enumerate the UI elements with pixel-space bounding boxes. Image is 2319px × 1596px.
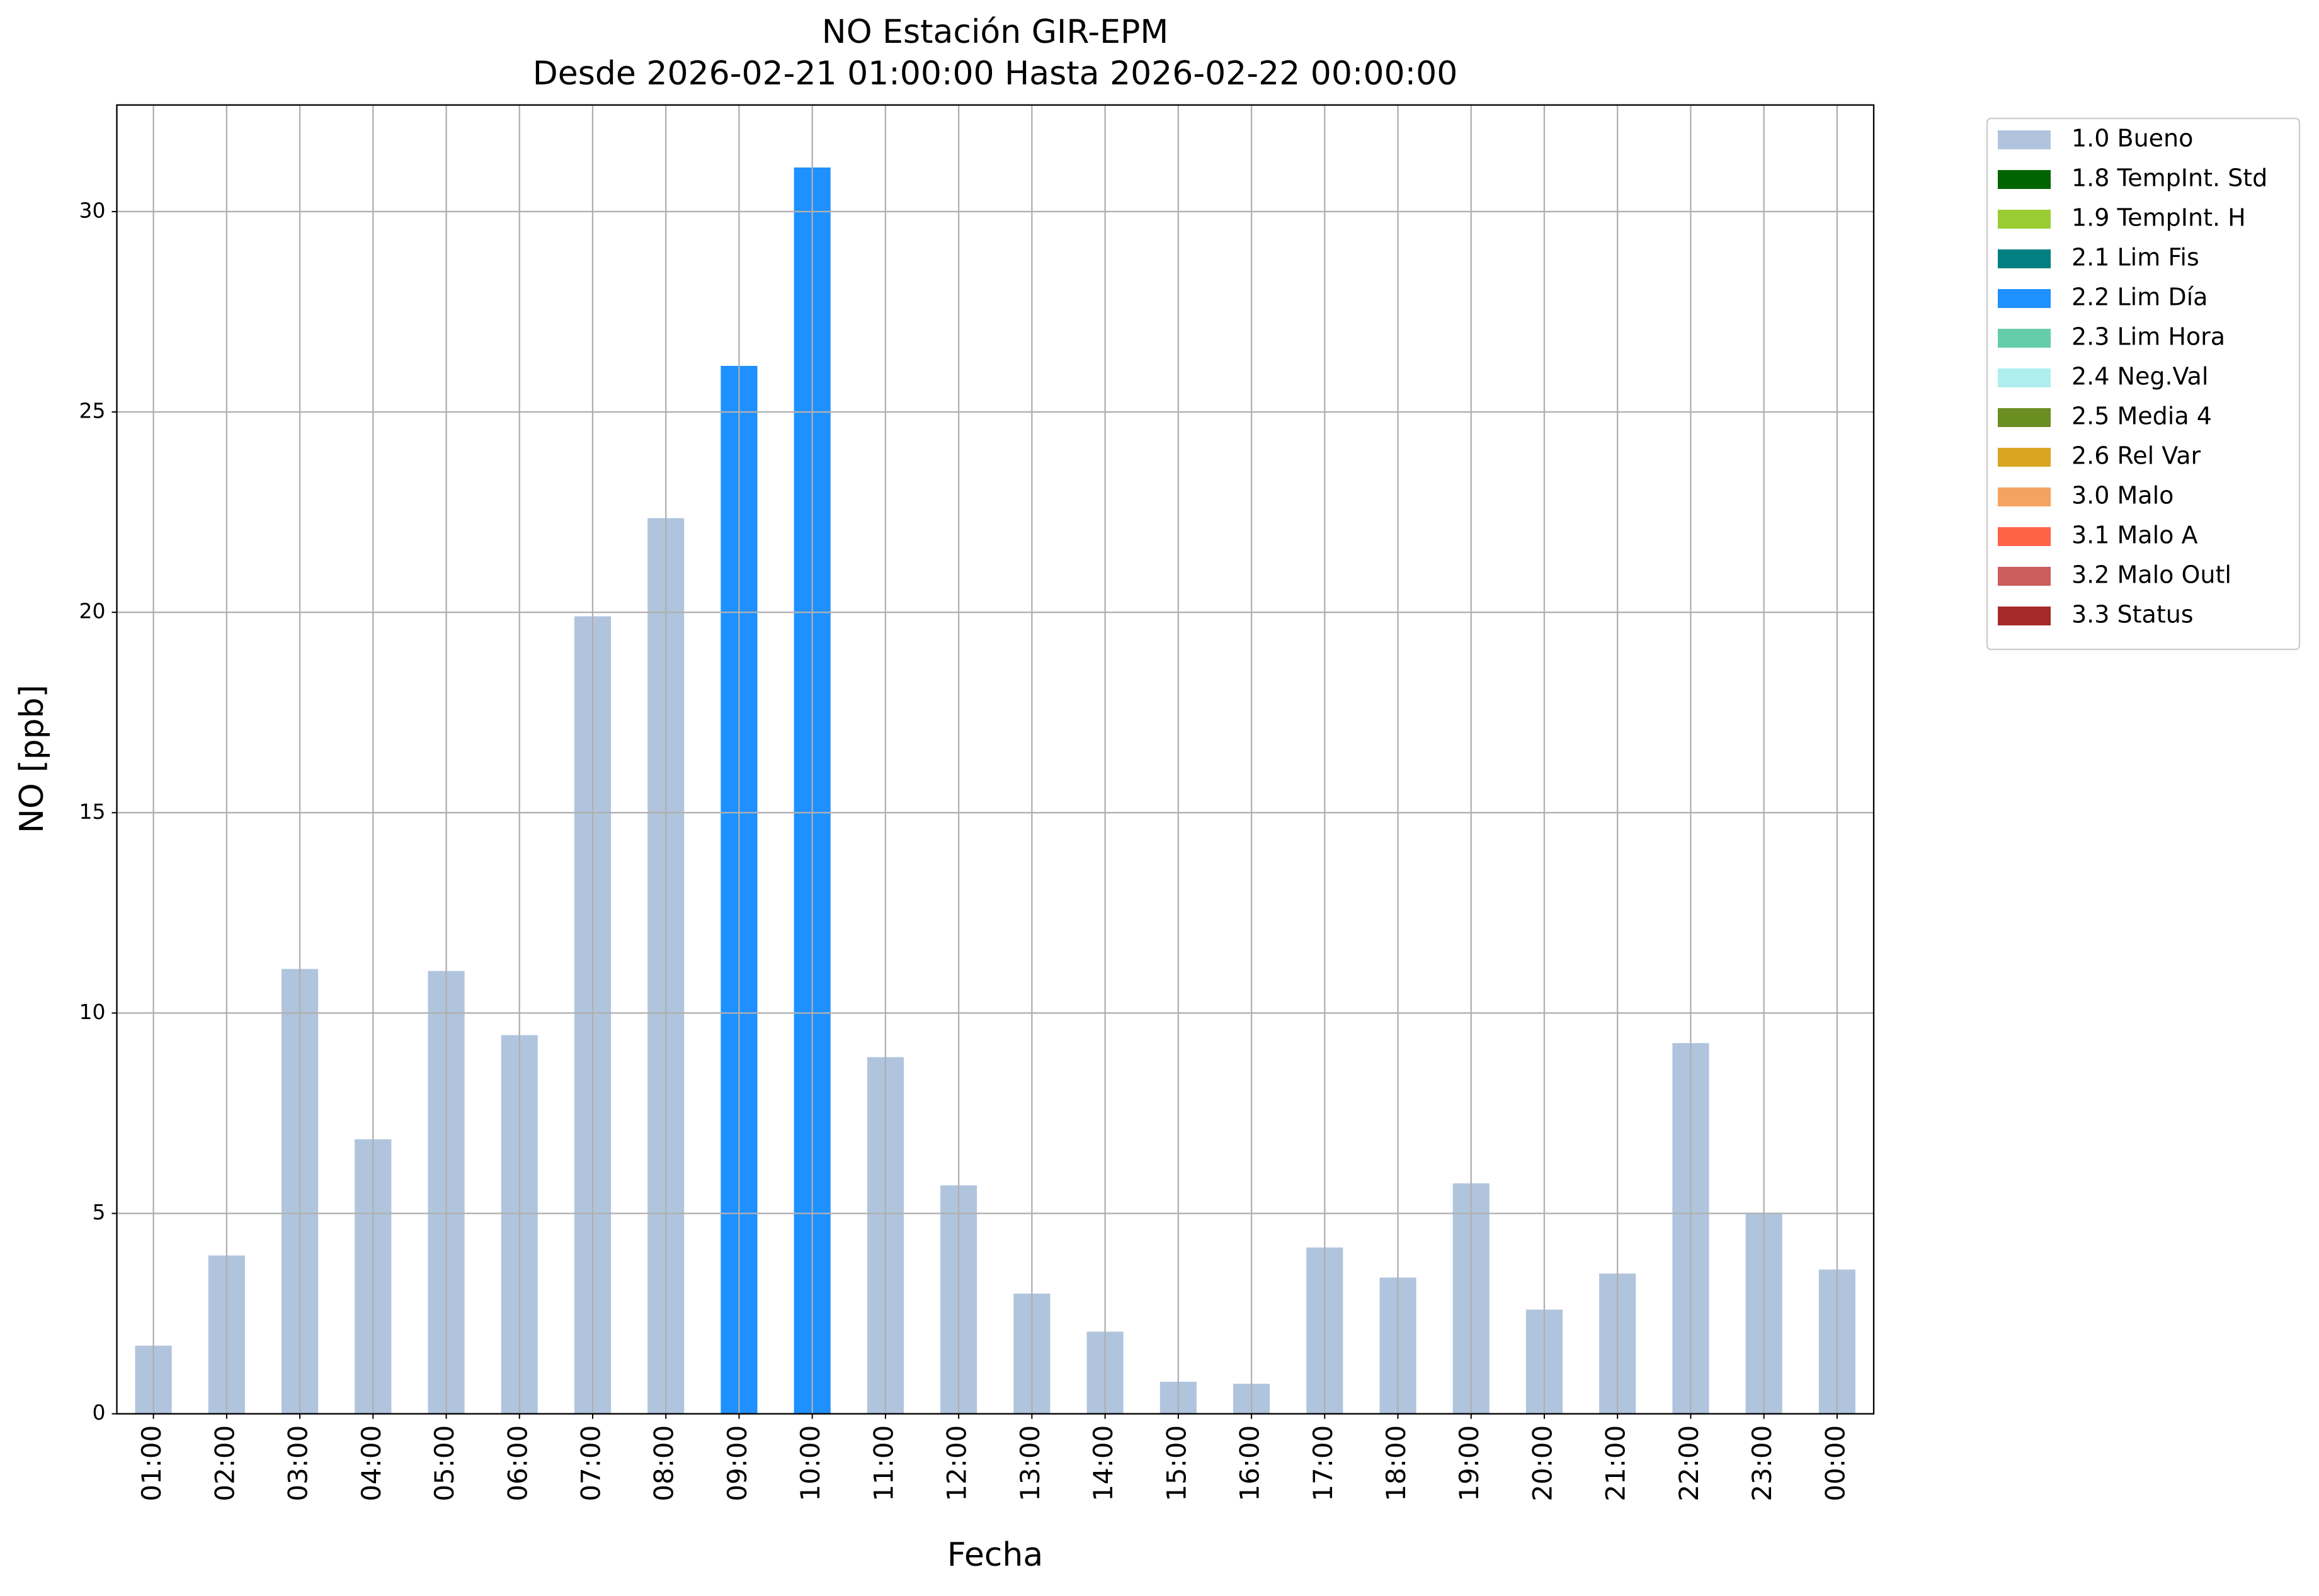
legend-swatch <box>1998 170 2051 189</box>
x-tick-label: 10:00 <box>795 1425 826 1502</box>
legend-swatch <box>1998 607 2051 625</box>
x-tick-label: 16:00 <box>1234 1425 1265 1502</box>
y-tick-label: 30 <box>79 198 106 222</box>
x-tick-label: 13:00 <box>1015 1425 1046 1502</box>
y-tick-label: 10 <box>79 1000 106 1024</box>
legend-swatch <box>1998 289 2051 308</box>
plot-frame <box>116 104 1875 1415</box>
x-tick-label: 19:00 <box>1454 1425 1484 1502</box>
x-tick-label: 20:00 <box>1527 1425 1558 1502</box>
x-tick-label: 09:00 <box>722 1425 753 1502</box>
x-axis-label: Fecha <box>947 1536 1043 1574</box>
legend-label: 3.3 Status <box>2071 601 2194 629</box>
x-tick-label: 17:00 <box>1308 1425 1338 1502</box>
legend-swatch <box>1998 487 2051 506</box>
legend-label: 1.0 Bueno <box>2071 125 2193 152</box>
legend-label: 2.6 Rel Var <box>2071 442 2201 470</box>
x-tick-label: 07:00 <box>575 1425 606 1502</box>
y-axis-label: NO [ppb] <box>13 685 51 833</box>
legend-swatch <box>1998 329 2051 348</box>
x-tick-label: 14:00 <box>1088 1425 1119 1502</box>
x-tick-label: 11:00 <box>868 1425 899 1502</box>
x-tick-label: 18:00 <box>1381 1425 1411 1502</box>
x-tick-label: 08:00 <box>649 1425 680 1502</box>
x-tick-label: 12:00 <box>942 1425 972 1502</box>
legend-label: 1.8 TempInt. Std <box>2071 164 2267 192</box>
x-tick-label: 15:00 <box>1161 1425 1192 1502</box>
y-tick-label: 20 <box>79 599 106 624</box>
legend-label: 1.9 TempInt. H <box>2071 204 2246 232</box>
legend-label: 2.4 Neg.Val <box>2071 363 2208 390</box>
legend-label: 3.2 Malo Outl <box>2071 561 2231 589</box>
legend-box <box>1986 117 2301 651</box>
x-tick-label: 01:00 <box>136 1425 167 1502</box>
x-tick-label: 04:00 <box>356 1425 387 1502</box>
x-tick-label: 21:00 <box>1600 1425 1631 1502</box>
legend-label: 2.1 Lim Fis <box>2071 244 2199 271</box>
legend-swatch <box>1998 249 2051 268</box>
chart-subtitle: Desde 2026-02-21 01:00:00 Hasta 2026-02-… <box>533 55 1458 93</box>
x-tick-label: 22:00 <box>1673 1425 1704 1502</box>
y-tick-label: 25 <box>79 399 106 423</box>
x-tick-label: 05:00 <box>429 1425 460 1502</box>
legend-swatch <box>1998 408 2051 427</box>
legend-label: 2.3 Lim Hora <box>2071 323 2225 351</box>
y-tick-label: 0 <box>93 1400 106 1425</box>
x-tick-label: 03:00 <box>283 1425 314 1502</box>
chart-title: NO Estación GIR-EPM <box>822 13 1168 51</box>
legend-label: 3.1 Malo A <box>2071 522 2197 549</box>
legend-swatch <box>1998 368 2051 387</box>
y-tick-label: 15 <box>79 799 106 824</box>
legend-swatch <box>1998 527 2051 546</box>
y-tick-label: 5 <box>93 1200 106 1224</box>
x-tick-label: 06:00 <box>502 1425 533 1502</box>
legend-label: 2.5 Media 4 <box>2071 402 2212 430</box>
x-tick-label: 00:00 <box>1820 1425 1850 1502</box>
legend-swatch <box>1998 448 2051 467</box>
legend-swatch <box>1998 567 2051 586</box>
legend-swatch <box>1998 130 2051 149</box>
legend-label: 3.0 Malo <box>2071 482 2174 510</box>
x-tick-label: 02:00 <box>209 1425 240 1502</box>
x-tick-label: 23:00 <box>1746 1425 1777 1502</box>
legend-label: 2.2 Lim Día <box>2071 283 2208 311</box>
legend-swatch <box>1998 210 2051 229</box>
